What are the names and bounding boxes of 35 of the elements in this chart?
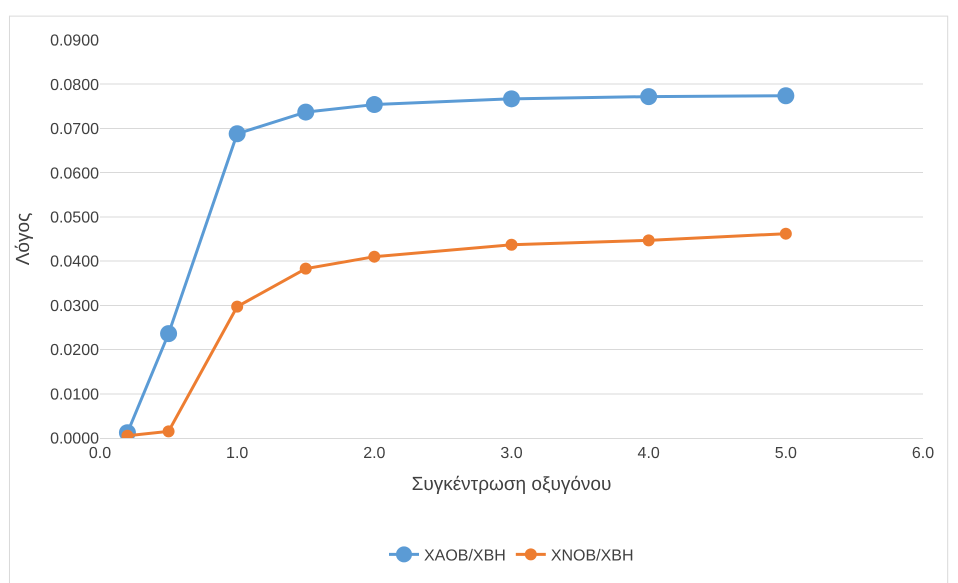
legend-label: XNOB/XBH bbox=[550, 548, 634, 565]
point bbox=[640, 88, 658, 106]
y-tick-label: 0.0000 bbox=[50, 430, 100, 448]
x-tick-label: 3.0 bbox=[500, 445, 523, 462]
point bbox=[368, 250, 380, 263]
point bbox=[231, 300, 244, 313]
y-tick-label: 0.0600 bbox=[50, 165, 100, 182]
x-tick-label: 2.0 bbox=[363, 445, 386, 462]
x-tick-label: 4.0 bbox=[638, 445, 660, 462]
y-tick-label: 0.0900 bbox=[50, 32, 100, 50]
point bbox=[162, 425, 175, 438]
y-tick-label: 0.0300 bbox=[50, 298, 100, 315]
point bbox=[366, 96, 383, 114]
x-tick-label: 1.0 bbox=[226, 445, 248, 462]
y-tick-label: 0.0100 bbox=[50, 386, 100, 404]
point bbox=[228, 125, 246, 142]
point bbox=[506, 238, 518, 251]
y-tick-label: 0.0800 bbox=[50, 76, 100, 94]
point bbox=[300, 262, 312, 275]
point bbox=[777, 87, 794, 104]
y-tick-label: 0.0500 bbox=[50, 209, 100, 226]
x-axis-title: Συγκέντρωση οξυγόνου bbox=[412, 474, 612, 495]
point bbox=[503, 90, 520, 108]
point bbox=[780, 228, 792, 240]
y-axis-title: Λόγος bbox=[12, 212, 34, 266]
x-tick-label: 5.0 bbox=[774, 445, 798, 462]
y-tick-label: 0.0700 bbox=[50, 121, 100, 138]
y-tick-label: 0.0400 bbox=[50, 254, 100, 271]
x-tick-label: 6.0 bbox=[912, 445, 934, 462]
y-tick-label: 0.0200 bbox=[50, 342, 100, 360]
point bbox=[642, 234, 655, 246]
point bbox=[297, 104, 314, 121]
point bbox=[160, 325, 178, 342]
legend-label: XAOB/XBH bbox=[424, 548, 506, 565]
x-tick-label: 0.0 bbox=[88, 445, 112, 462]
